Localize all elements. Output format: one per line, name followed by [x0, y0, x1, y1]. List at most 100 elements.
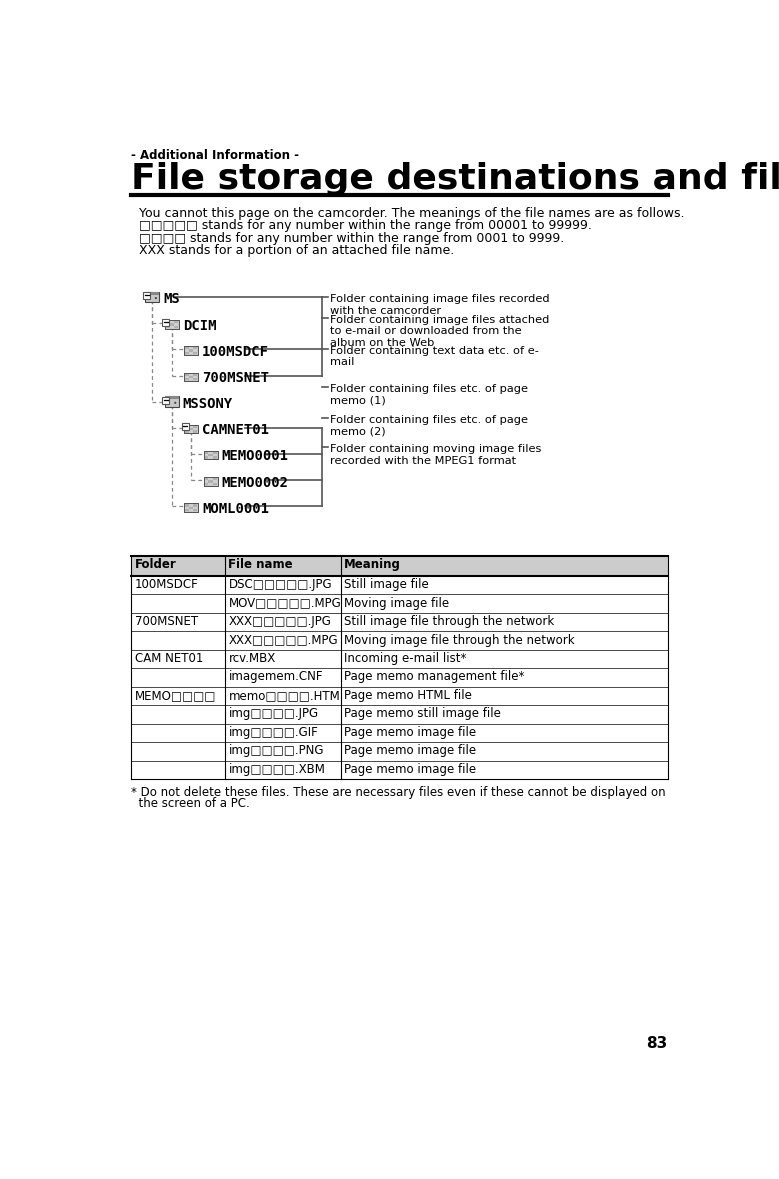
Text: Incoming e-mail list*: Incoming e-mail list* [344, 652, 466, 665]
Bar [185, 428, 189, 430]
Text: Page memo image file: Page memo image file [344, 763, 476, 776]
Bar [166, 321, 170, 323]
Bar [189, 351, 193, 354]
Text: 700MSNET: 700MSNET [202, 371, 269, 384]
Bar [185, 374, 189, 376]
Text: memo□□□□.HTM: memo□□□□.HTM [228, 689, 340, 702]
Bar [185, 349, 189, 351]
Bar [184, 373, 198, 381]
Bar [193, 378, 197, 380]
Bar [203, 477, 217, 486]
Bar [174, 325, 178, 328]
Bar [193, 351, 197, 354]
Text: File name: File name [228, 558, 293, 571]
Bar [174, 323, 178, 325]
Text: □□□□ stands for any number within the range from 0001 to 9999.: □□□□ stands for any number within the ra… [139, 231, 565, 244]
Bar [193, 374, 197, 376]
Text: MEMO0002: MEMO0002 [221, 475, 288, 489]
Text: You cannot this page on the camcorder. The meanings of the file names are as fol: You cannot this page on the camcorder. T… [139, 208, 685, 220]
Bar [340, 555, 668, 575]
Text: Page memo image file: Page memo image file [344, 744, 476, 757]
Text: imagemem.CNF: imagemem.CNF [228, 671, 323, 684]
Text: Page memo image file: Page memo image file [344, 726, 476, 739]
Bar [193, 426, 197, 428]
Bar [204, 482, 209, 485]
Text: File storage destinations and file names: File storage destinations and file names [132, 163, 779, 196]
Polygon shape [184, 351, 190, 355]
Text: MSSONY: MSSONY [182, 397, 233, 411]
Polygon shape [165, 325, 171, 329]
Bar [213, 477, 217, 480]
Text: img□□□□.PNG: img□□□□.PNG [228, 744, 324, 757]
Bar [189, 505, 193, 507]
Bar [189, 428, 193, 430]
Bar [189, 426, 193, 428]
Text: Page memo management file*: Page memo management file* [344, 671, 524, 684]
Bar [165, 321, 178, 329]
Bar [189, 509, 193, 511]
Polygon shape [184, 509, 190, 512]
Text: MS: MS [164, 292, 180, 307]
Bar [203, 452, 217, 460]
Text: Moving image file: Moving image file [344, 597, 449, 610]
Text: * Do not delete these files. These are necessary files even if these cannot be d: * Do not delete these files. These are n… [132, 786, 666, 799]
Bar [166, 323, 170, 325]
Bar [185, 378, 189, 380]
Bar [165, 396, 178, 407]
Bar [184, 347, 198, 355]
Bar [204, 452, 209, 454]
Bar [189, 430, 193, 433]
Bar [193, 505, 197, 507]
Bar [213, 480, 217, 482]
Polygon shape [203, 456, 210, 460]
Text: MEMO□□□□: MEMO□□□□ [135, 689, 216, 702]
Text: img□□□□.XBM: img□□□□.XBM [228, 763, 326, 776]
Text: Folder containing files etc. of page
memo (2): Folder containing files etc. of page mem… [330, 415, 528, 436]
Text: img□□□□.JPG: img□□□□.JPG [228, 707, 319, 720]
Bar [193, 430, 197, 433]
Text: MOV□□□□□.MPG: MOV□□□□□.MPG [228, 597, 341, 610]
Bar [163, 397, 170, 404]
Bar [204, 480, 209, 482]
Bar [184, 347, 198, 355]
Bar [132, 555, 225, 575]
Bar [184, 424, 198, 434]
Text: □□□□□ stands for any number within the range from 00001 to 99999.: □□□□□ stands for any number within the r… [139, 219, 592, 232]
Bar [209, 482, 213, 485]
Text: Folder: Folder [135, 558, 176, 571]
Bar [209, 456, 213, 459]
Bar [189, 347, 193, 349]
Bar [209, 452, 213, 454]
Bar [193, 507, 197, 509]
Text: Still image file through the network: Still image file through the network [344, 615, 554, 628]
Bar [185, 376, 189, 378]
Bar [189, 378, 193, 380]
Bar [143, 292, 150, 299]
Circle shape [155, 297, 157, 299]
Text: Still image file: Still image file [344, 578, 428, 591]
Bar [209, 477, 213, 480]
Text: Meaning: Meaning [344, 558, 400, 571]
Bar [185, 426, 189, 428]
Bar [189, 349, 193, 351]
Text: Folder containing text data etc. of e-
mail: Folder containing text data etc. of e- m… [330, 345, 539, 367]
Bar [184, 503, 198, 512]
Text: Folder containing moving image files
recorded with the MPEG1 format: Folder containing moving image files rec… [330, 444, 541, 466]
Bar [193, 428, 197, 430]
Bar [165, 396, 178, 400]
Text: the screen of a PC.: the screen of a PC. [132, 797, 250, 810]
Text: Folder containing files etc. of page
memo (1): Folder containing files etc. of page mem… [330, 384, 528, 406]
Text: XXX□□□□□.MPG: XXX□□□□□.MPG [228, 633, 338, 646]
Bar [203, 477, 217, 486]
Text: img□□□□.GIF: img□□□□.GIF [228, 726, 318, 739]
Text: CAM NET01: CAM NET01 [135, 652, 203, 665]
Text: Folder containing image files recorded
with the camcorder: Folder containing image files recorded w… [330, 294, 549, 316]
Bar [193, 376, 197, 378]
Bar [209, 454, 213, 456]
Bar [213, 482, 217, 485]
Bar [204, 454, 209, 456]
Bar [213, 454, 217, 456]
Polygon shape [184, 378, 190, 381]
Bar [203, 452, 217, 460]
Bar [185, 347, 189, 349]
